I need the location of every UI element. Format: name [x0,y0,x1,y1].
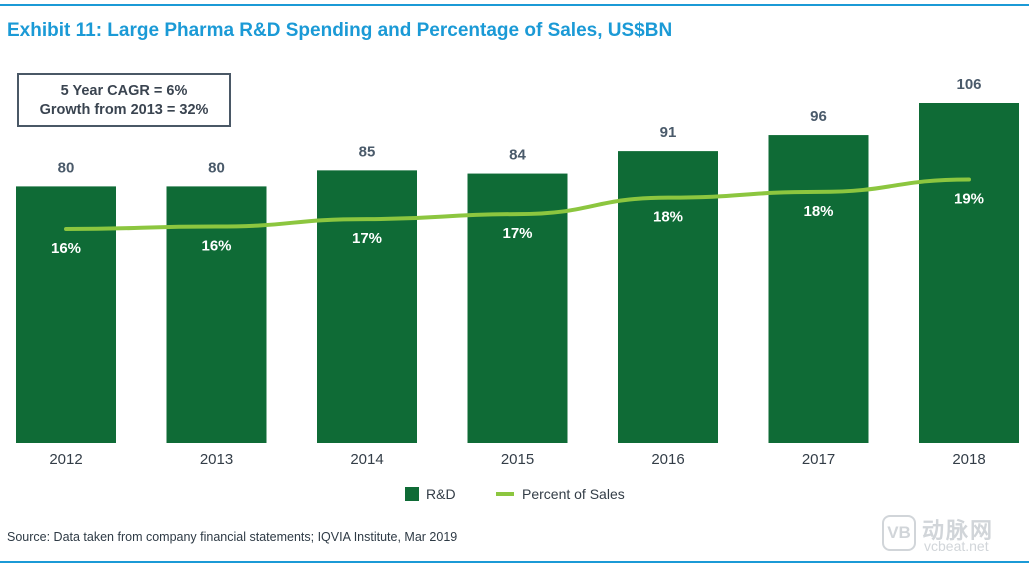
bottom-rule [0,561,1029,563]
x-tick-label-2014: 2014 [350,451,383,468]
bar-value-label-2013: 80 [208,159,225,176]
top-rule [0,4,1029,6]
cagr-annotation-box: 5 Year CAGR = 6% Growth from 2013 = 32% [17,73,231,127]
bar-value-label-2012: 80 [58,159,75,176]
x-tick-label-2012: 2012 [49,451,82,468]
bar-value-label-2016: 91 [660,124,677,141]
watermark-cn-text: 动脉网 [922,518,995,543]
chart-area: 80 2012 80 2013 85 2014 84 2015 91 2016 96 2017 106 2… [16,76,1019,502]
bar-2014 [317,170,417,443]
x-tick-label-2018: 2018 [952,451,985,468]
percent-label-2013: 16% [201,238,231,255]
percent-of-sales-line [64,177,971,231]
percent-label-2016: 18% [653,209,683,226]
x-tick-label-2016: 2016 [651,451,684,468]
percent-label-2012: 16% [51,240,81,257]
watermark-logo-icon: VB [882,515,916,551]
bar-value-label-2018: 106 [956,76,981,93]
chart-title: Exhibit 11: Large Pharma R&D Spending an… [7,20,673,41]
watermark-en-text: vcbeat.net [924,538,989,554]
bar-2013 [166,186,267,443]
bar-2016 [618,151,718,443]
cagr-line: 5 Year CAGR = 6% [60,83,188,99]
percent-label-2018: 19% [954,191,984,208]
legend-percent-label: Percent of Sales [522,486,625,502]
x-tick-label-2013: 2013 [200,451,233,468]
bar-2015 [467,173,568,443]
percent-label-2015: 17% [502,225,532,242]
watermark: VB 动脉网 vcbeat.net [882,513,1022,555]
bar-value-label-2015: 84 [509,147,526,164]
bar-2018 [919,103,1019,443]
growth-line: Growth from 2013 = 32% [39,102,209,118]
percent-label-2014: 17% [352,230,382,247]
bar-value-label-2014: 85 [359,143,376,160]
legend-rd-label: R&D [426,486,456,502]
bar-value-label-2017: 96 [810,108,827,125]
bar-2017 [768,135,869,443]
x-tick-label-2017: 2017 [802,451,835,468]
legend-rd-swatch [405,487,419,501]
bar-2012 [16,186,116,443]
percent-label-2017: 18% [803,203,833,220]
x-tick-label-2015: 2015 [501,451,534,468]
source-note: Source: Data taken from company financia… [7,530,458,544]
